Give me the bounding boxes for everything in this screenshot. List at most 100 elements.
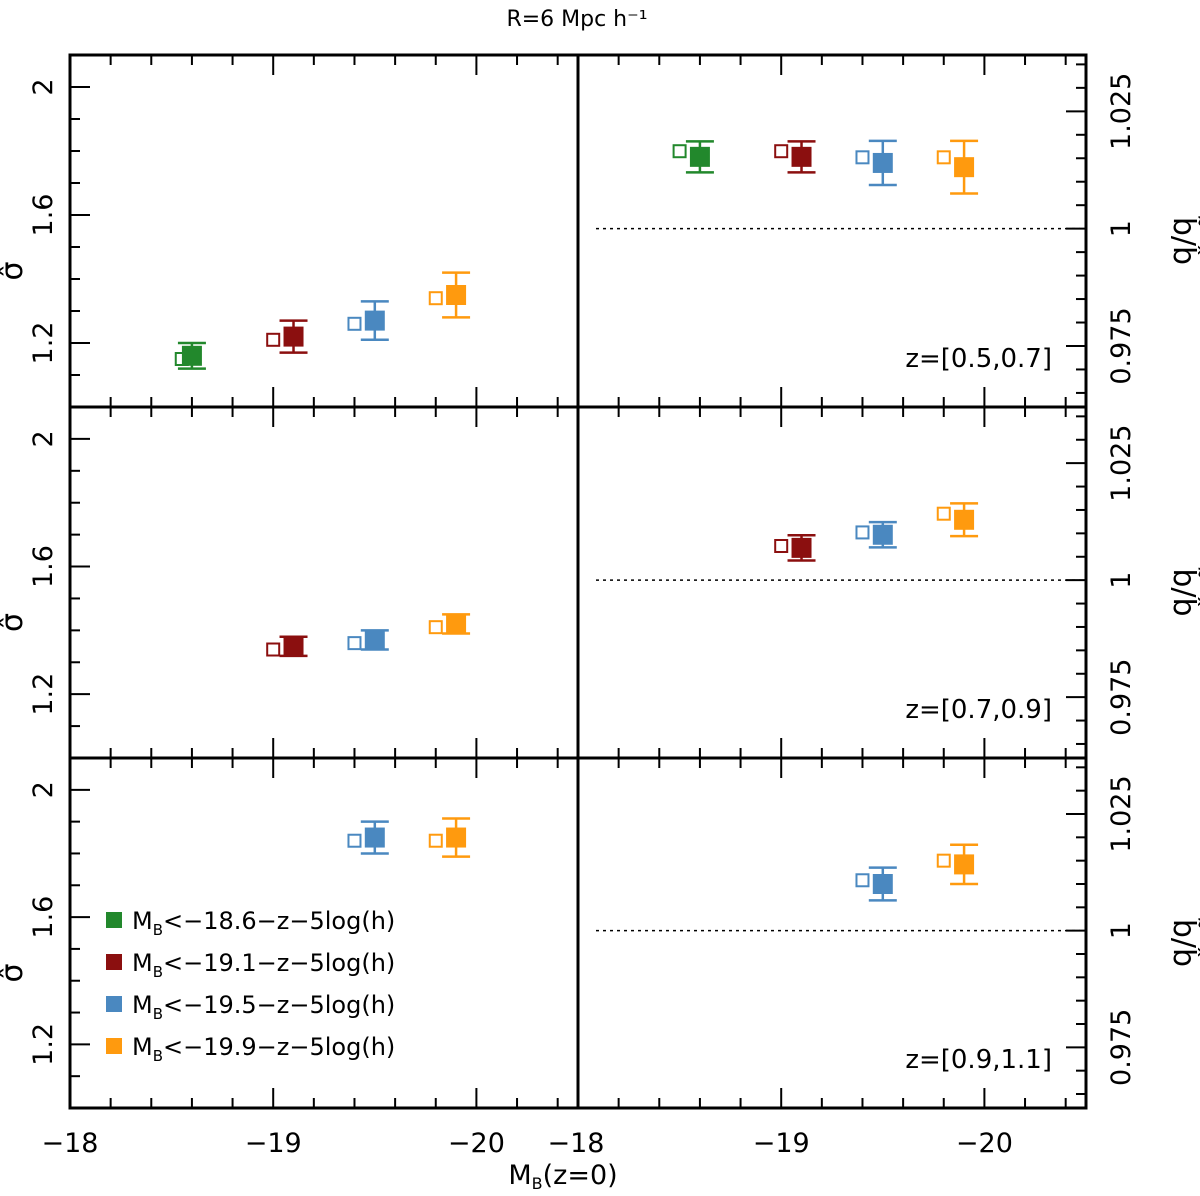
panel-row1-right: 0.975 1 1.025 b̃/b̂ z=[0.5,0.7]	[576, 53, 1200, 409]
panel-row3-left: 1.2 1.6 2 σ̂	[0, 756, 580, 1110]
redshift-label: z=[0.7,0.9]	[905, 695, 1052, 725]
open-marker	[266, 642, 281, 657]
legend-swatch	[106, 996, 122, 1012]
y-tick-label-left: 2	[28, 78, 59, 95]
filled-marker	[446, 285, 467, 305]
y-tick-label-right: 0.975	[1106, 659, 1137, 736]
y-tick-label-right: 1	[1106, 220, 1137, 237]
legend-label: MB<−19.1−z−5log(h)	[132, 949, 395, 981]
y-axis-title-right: b̃/b̂	[1166, 917, 1200, 967]
data-point-group	[266, 635, 308, 658]
y-tick-label-right: 1.025	[1106, 775, 1137, 852]
data-point-group	[428, 613, 471, 635]
legend-swatch	[106, 1038, 122, 1054]
y-tick-label-left: 2	[28, 430, 59, 447]
panel-frame	[68, 53, 580, 409]
data-point-group	[855, 520, 897, 549]
x-axis-title: MB(z=0)	[508, 1160, 617, 1193]
filled-marker	[872, 874, 893, 894]
y-tick-label-right: 0.975	[1106, 307, 1137, 384]
data-point-group	[428, 817, 471, 858]
panel-frame	[68, 405, 580, 760]
panel-row2-right: 0.975 1 1.025 b̃/b̂ z=[0.7,0.9]	[576, 405, 1200, 760]
y-tick-label-right: 1	[1106, 572, 1137, 589]
x-tick-label: −20	[956, 1128, 1013, 1159]
x-tick-label: −20	[448, 1128, 505, 1159]
y-tick-label-left: 1.2	[28, 673, 59, 716]
open-marker	[774, 144, 789, 159]
open-marker	[347, 316, 362, 331]
open-marker	[774, 538, 789, 553]
data-point-group	[855, 139, 897, 187]
y-axis-title-right: b̃/b̂	[1166, 215, 1200, 265]
y-tick-label-right: 1	[1106, 922, 1137, 939]
figure-title: R=6 Mpc h⁻¹	[506, 7, 647, 32]
open-marker	[855, 525, 870, 540]
filled-marker	[791, 146, 812, 167]
data-point-group	[266, 319, 308, 354]
data-point-group	[428, 271, 471, 319]
y-tick-label-right: 0.975	[1106, 1009, 1137, 1086]
data-point-group	[936, 139, 979, 195]
filled-marker	[364, 310, 385, 331]
open-marker	[855, 873, 870, 888]
legend-label: MB<−19.9−z−5log(h)	[132, 1033, 395, 1065]
filled-marker	[446, 827, 467, 848]
open-marker	[266, 332, 281, 347]
filled-marker	[954, 854, 975, 875]
legend-label: MB<−18.6−z−5log(h)	[132, 907, 395, 939]
filled-marker	[791, 537, 812, 558]
data-point-group	[672, 140, 714, 174]
filled-marker	[872, 524, 893, 545]
filled-marker	[689, 146, 710, 167]
open-marker	[428, 291, 443, 306]
legend: MB<−18.6−z−5log(h) MB<−19.1−z−5log(h) MB<−…	[106, 907, 395, 1065]
filled-marker	[954, 509, 975, 530]
y-tick-label-left: 1.2	[28, 1023, 59, 1066]
open-marker	[936, 853, 951, 868]
y-axis-title-left: σ̂	[0, 963, 30, 982]
y-tick-label-left: 1.6	[28, 896, 59, 939]
filled-marker	[283, 326, 304, 347]
filled-marker	[283, 636, 304, 657]
filled-marker	[364, 827, 385, 848]
panel-frame	[576, 756, 1088, 1110]
open-marker	[428, 833, 443, 848]
y-axis-title-left: σ̂	[0, 261, 30, 280]
panel-row1-left: 1.2 1.6 2 σ̂	[0, 53, 580, 409]
legend-swatch	[106, 954, 122, 970]
data-point-group	[347, 629, 389, 651]
redshift-label: z=[0.5,0.7]	[905, 344, 1052, 374]
y-tick-label-left: 1.6	[28, 545, 59, 588]
data-point-group	[936, 843, 979, 886]
filled-marker	[872, 152, 893, 173]
x-tick-label: −19	[245, 1128, 302, 1159]
data-point-group	[936, 502, 979, 538]
y-tick-label-left: 2	[28, 781, 59, 798]
open-marker	[347, 833, 362, 848]
panel-row3-right: 0.975 1 1.025 b̃/b̂ z=[0.9,1.1]	[576, 756, 1200, 1110]
x-tick-label: −18	[42, 1128, 99, 1159]
data-point-group	[774, 533, 816, 562]
y-tick-label-left: 1.2	[28, 322, 59, 365]
redshift-label: z=[0.9,1.1]	[905, 1045, 1052, 1075]
data-point-group	[855, 866, 897, 902]
panel-row2-left: 1.2 1.6 2 σ̂	[0, 405, 580, 760]
open-marker	[855, 150, 870, 165]
y-tick-label-right: 1.025	[1106, 73, 1137, 150]
x-tick-label-shared: −18	[548, 1128, 605, 1159]
y-tick-label-right: 1.025	[1106, 425, 1137, 502]
filled-marker	[446, 613, 467, 634]
legend-swatch	[106, 912, 122, 928]
y-axis-title-right: b̃/b̂	[1166, 567, 1200, 617]
data-point-group	[347, 300, 389, 342]
data-point-group	[347, 820, 389, 855]
open-marker	[936, 506, 951, 521]
filled-marker	[364, 629, 385, 650]
data-point-group	[174, 341, 206, 370]
open-marker	[428, 620, 443, 635]
open-marker	[347, 636, 362, 651]
y-tick-label-left: 1.6	[28, 194, 59, 237]
